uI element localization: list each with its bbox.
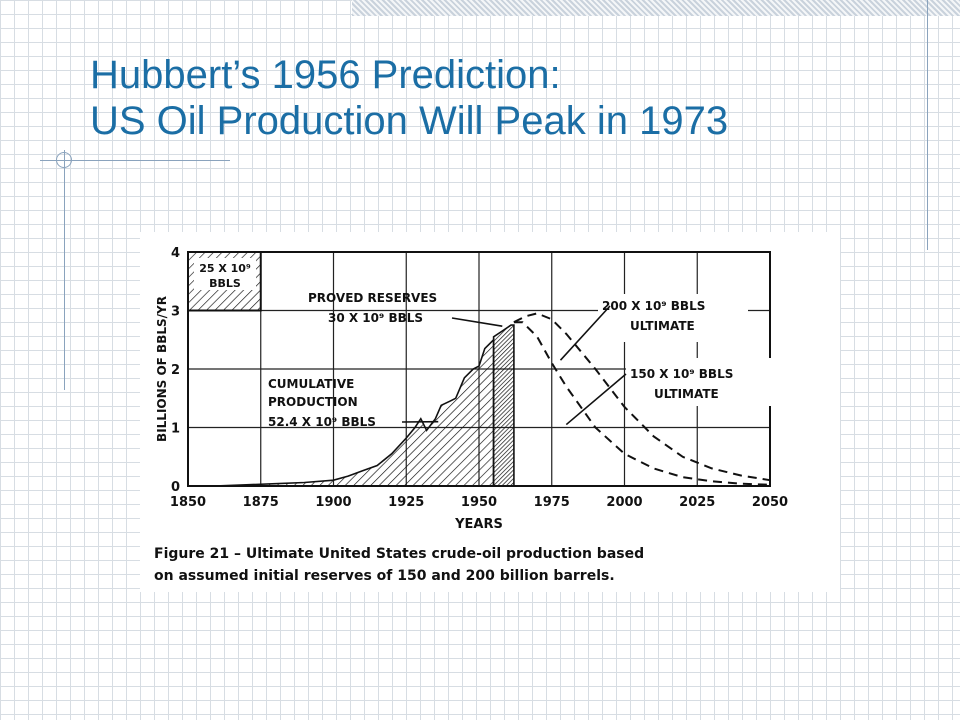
proved-reserves-label: PROVED RESERVES [308,291,437,305]
y-tick-label: 3 [171,305,180,320]
x-tick-label: 1950 [461,495,497,510]
ultimate-projection-curve [513,312,771,482]
cumulative-label-line-1: CUMULATIVE [268,377,354,391]
y-tick-label: 4 [171,246,180,261]
cumulative-label-line-2: PRODUCTION [268,395,358,409]
cumulative-label-line-3: 52.4 X 10⁹ BBLS [268,415,376,429]
ultimate-200-label: 200 X 10⁹ BBLS [602,299,705,313]
proved-reserves-area [492,324,515,487]
cumulative-production-area [214,337,495,487]
header-pattern [352,0,960,16]
right-rule [927,0,928,250]
y-tick-label: 2 [171,363,180,378]
ultimate-200-sublabel: ULTIMATE [630,319,695,333]
x-tick-label: 2000 [606,495,642,510]
left-rule [64,150,65,390]
rule-ring-ornament [56,152,72,168]
title-line-1: Hubbert’s 1956 Prediction: [90,53,561,97]
x-tick-label: 2025 [679,495,715,510]
x-tick-label: 1925 [388,495,424,510]
figure-caption-line-1: Figure 21 – Ultimate United States crude… [154,546,644,562]
ultimate-150-label: 150 X 10⁹ BBLS [630,367,733,381]
x-tick-label: 1900 [315,495,351,510]
ultimate-150-sublabel: ULTIMATE [654,387,719,401]
x-tick-label: 1975 [534,495,570,510]
u200-label-bg [598,294,748,342]
reference-box-label-bg [194,258,256,290]
x-tick-label: 1850 [170,495,206,510]
proved-reserves-amount: 30 X 10⁹ BBLS [328,311,423,325]
x-axis-label: YEARS [454,517,503,532]
x-tick-label: 1875 [243,495,279,510]
figure-caption-line-2: on assumed initial reserves of 150 and 2… [154,568,615,584]
y-tick-label: 1 [171,422,180,437]
hubbert-chart: 1850 1875 1900 1925 1950 1975 2000 2025 2050 0 1 2 3… [154,246,788,584]
u150-label-bg [626,358,776,406]
slide-title: Hubbert’s 1956 Prediction: US Oil Produc… [90,52,728,144]
reference-box-unit: BBLS [209,277,241,290]
y-tick-label: 0 [171,480,180,495]
ultimate-projection-curve [513,321,771,486]
reference-box-label: 25 X 10⁹ [199,262,251,275]
y-axis-label: BILLIONS OF BBLS/YR [155,296,169,442]
ultimate-150-pointer [565,373,627,426]
figure: 1850 1875 1900 1925 1950 1975 2000 2025 2050 0 1 2 3… [140,232,840,592]
ultimate-200-pointer [559,305,611,361]
title-line-2: US Oil Production Will Peak in 1973 [90,99,729,143]
proved-reserves-pointer [451,317,503,327]
x-tick-label: 2050 [752,495,788,510]
title-rule [40,160,230,161]
